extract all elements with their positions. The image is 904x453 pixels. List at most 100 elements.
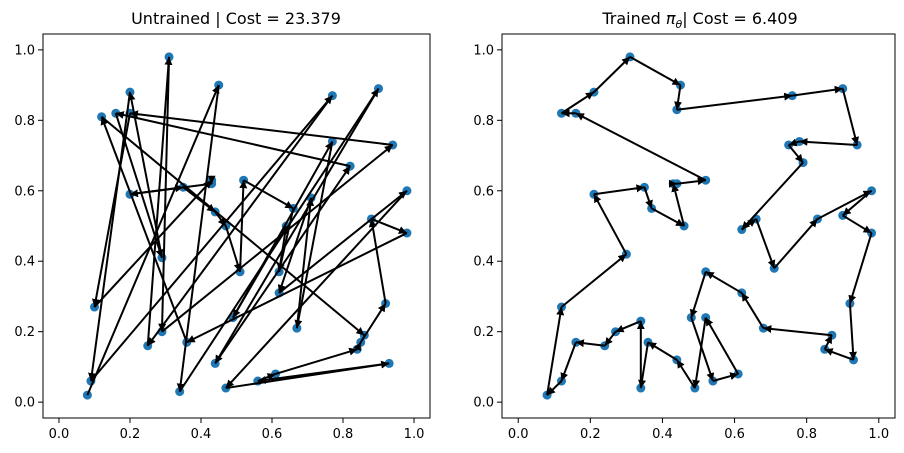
- untrained-edge-arrow: [146, 95, 334, 347]
- untrained-edge-arrow: [243, 179, 294, 210]
- trained-edge-arrow: [593, 56, 631, 93]
- trained-edge-arrow: [817, 189, 873, 220]
- trained-edges: [546, 56, 873, 396]
- untrained-x-tick-label: 0.2: [120, 427, 141, 442]
- trained-edge-arrow: [712, 372, 739, 382]
- trained-x-tick-label: 0.0: [508, 427, 529, 442]
- untrained-edge-arrow: [278, 189, 408, 294]
- trained-edge-arrow: [615, 320, 642, 333]
- trained-panel: Trained πθ| Cost = 6.409 0.0 0.2 0.4 0.6 0.8…: [473, 9, 896, 442]
- untrained-y-tick-label: 0.0: [14, 396, 35, 411]
- trained-edge-arrow: [705, 270, 743, 294]
- untrained-edge-arrow: [239, 180, 248, 272]
- trained-axes-frame: [501, 33, 896, 419]
- trained-edge-arrow: [560, 341, 577, 382]
- untrained-edge-arrow: [359, 302, 387, 343]
- trained-edge-arrow: [560, 91, 595, 115]
- trained-x-tick-label: 0.6: [724, 427, 745, 442]
- trained-edge-arrow: [676, 177, 706, 186]
- untrained-y-tick-label: 1.0: [14, 43, 35, 58]
- trained-edge-arrow: [792, 85, 843, 97]
- untrained-edge-arrow: [294, 141, 334, 329]
- trained-edge-arrow: [676, 92, 793, 111]
- trained-x-tick-label: 0.2: [580, 427, 601, 442]
- trained-edge-arrow: [741, 161, 804, 231]
- trained-title-text: Trained: [601, 9, 665, 28]
- trained-edge-arrow: [842, 190, 873, 217]
- trained-y-tick-label: 1.0: [473, 43, 494, 58]
- untrained-y-tick-label: 0.6: [14, 184, 35, 199]
- untrained-x-tick-label: 0.4: [191, 427, 212, 442]
- trained-edge-arrow: [643, 186, 653, 209]
- trained-edge-arrow: [848, 303, 858, 360]
- untrained-axes-frame: [42, 33, 431, 419]
- trained-edge-arrow: [629, 56, 681, 86]
- untrained-edge-arrow: [295, 197, 315, 329]
- untrained-edge-arrow: [368, 218, 387, 304]
- untrained-panel: Untrained | Cost = 23.379 0.0 0.2 0.4 0.6 0.…: [14, 9, 431, 442]
- trained-edge-arrow: [671, 183, 686, 227]
- trained-edge-arrow: [690, 317, 715, 382]
- trained-edge-arrow: [824, 348, 854, 361]
- trained-edge-arrow: [788, 138, 800, 147]
- trained-title-rest: | Cost = 6.409: [682, 9, 797, 28]
- trained-x-tick-label: 0.8: [796, 427, 817, 442]
- trained-edge-arrow: [842, 214, 873, 234]
- untrained-edge-arrow: [146, 56, 173, 346]
- trained-edge-arrow: [546, 306, 565, 396]
- untrained-edge-arrow: [129, 110, 393, 146]
- untrained-plot: 0.0 0.2 0.4 0.6 0.8 1.0 0.0 0.2 0.4 0.6 0.8 1.0: [14, 33, 431, 442]
- trained-edge-arrow: [546, 380, 563, 396]
- untrained-x-tick-label: 1.0: [404, 427, 425, 442]
- untrained-edge-arrow: [88, 91, 131, 382]
- trained-edge-arrow: [763, 325, 833, 337]
- untrained-edge-arrow: [214, 88, 380, 364]
- trained-edge-arrow: [593, 184, 645, 196]
- untrained-y-tick-label: 0.8: [14, 114, 35, 129]
- trained-edge-arrow: [674, 84, 682, 110]
- trained-edge-arrow: [799, 137, 858, 146]
- trained-edge-arrow: [841, 88, 860, 146]
- trained-plot: 0.0 0.2 0.4 0.6 0.8 1.0 0.0 0.2 0.4 0.6 0.8 1.0: [473, 33, 896, 442]
- untrained-x-tick-label: 0.0: [49, 427, 70, 442]
- trained-x-tick-label: 0.4: [652, 427, 673, 442]
- trained-edge-arrow: [638, 342, 650, 389]
- trained-edge-arrow: [593, 193, 628, 255]
- untrained-title: Untrained | Cost = 23.379: [131, 9, 341, 28]
- trained-x-tick-label: 1.0: [868, 427, 889, 442]
- untrained-x-tick-label: 0.6: [262, 427, 283, 442]
- untrained-edge-arrow: [90, 95, 334, 382]
- trained-y-tick-label: 0.6: [473, 184, 494, 199]
- trained-edge-arrow: [647, 341, 678, 361]
- untrained-x-tick-label: 0.8: [333, 427, 354, 442]
- trained-title: Trained πθ| Cost = 6.409: [601, 9, 797, 31]
- trained-edge-arrow: [823, 334, 833, 350]
- untrained-edge-arrow: [214, 211, 227, 227]
- untrained-edge-arrow: [225, 190, 408, 389]
- trained-edge-arrow: [741, 218, 757, 231]
- untrained-edge-arrow: [115, 111, 351, 168]
- untrained-edge-arrow: [86, 84, 220, 396]
- trained-edge-arrow: [704, 317, 740, 375]
- untrained-edge-arrow: [129, 184, 184, 196]
- untrained-edge-arrow: [100, 116, 188, 343]
- trained-edge-arrow: [689, 271, 707, 318]
- trained-edge-arrow: [575, 112, 707, 182]
- trained-title-symbol-sub: θ: [675, 18, 682, 31]
- trained-edge-arrow: [651, 207, 685, 227]
- untrained-edge-arrow: [186, 232, 408, 344]
- trained-edge-arrow: [575, 339, 605, 348]
- untrained-edge-arrow: [158, 56, 171, 332]
- trained-edge-arrow: [560, 253, 628, 308]
- trained-edge-arrow: [676, 359, 696, 389]
- untrained-edge-arrow: [277, 197, 313, 294]
- untrained-edges: [86, 56, 408, 396]
- untrained-edge-arrow: [224, 225, 242, 273]
- trained-edge-arrow: [773, 218, 819, 269]
- untrained-edge-arrow: [91, 113, 131, 308]
- untrained-edge-arrow: [353, 341, 362, 352]
- untrained-edge-arrow: [93, 179, 213, 308]
- untrained-y-tick-label: 0.4: [14, 255, 35, 270]
- untrained-edge-arrow: [371, 218, 408, 234]
- trained-edge-arrow: [740, 292, 765, 329]
